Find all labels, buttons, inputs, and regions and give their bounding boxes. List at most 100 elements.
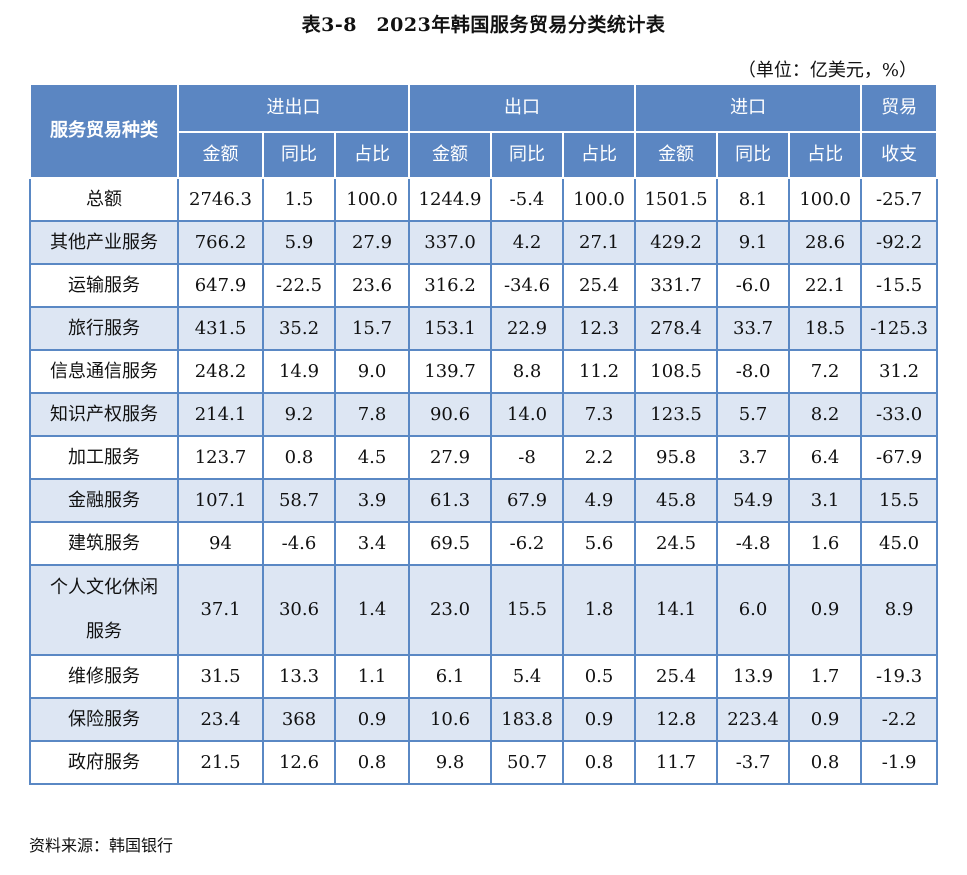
row-label: 政府服务	[29, 740, 179, 785]
row-label: 总额	[29, 177, 179, 222]
table-cell: 7.3	[562, 392, 637, 437]
row-label: 保险服务	[29, 697, 179, 742]
table-cell: 10.6	[408, 697, 493, 742]
table-cell: 214.1	[177, 392, 264, 437]
table-cell: -92.2	[860, 220, 939, 265]
table-cell: 431.5	[177, 306, 264, 351]
table-cell: 14.0	[490, 392, 565, 437]
table-cell: -4.6	[262, 521, 336, 566]
table-cell: 0.9	[788, 564, 863, 656]
table-cell: 0.9	[333, 697, 411, 742]
table-cell: 5.7	[716, 392, 791, 437]
table-cell: 11.7	[634, 740, 719, 785]
table-cell: 7.8	[333, 392, 411, 437]
table-cell: 6.4	[788, 435, 863, 480]
group-header-import: 进口	[634, 83, 863, 133]
table-header: 服务贸易种类 进出口 出口 进口 贸易 金额 同比 占比 金额 同比 占比 金额…	[29, 83, 939, 179]
table-cell: 3.1	[788, 478, 863, 523]
table-cell: 5.6	[562, 521, 637, 566]
table-row: 运输服务 647.9 -22.5 23.6 316.2 -34.6 25.4 331.7 -6.…	[29, 263, 939, 308]
table-cell: 3.7	[716, 435, 791, 480]
table-cell: 6.1	[408, 654, 493, 699]
table-cell: -125.3	[860, 306, 939, 351]
table-cell: 58.7	[262, 478, 336, 523]
table-cell: 100.0	[562, 177, 637, 222]
table-cell: -2.2	[860, 697, 939, 742]
table-cell: 14.9	[262, 349, 336, 394]
table-cell: 1.4	[333, 564, 411, 656]
table-cell: 0.8	[333, 740, 411, 785]
group-header-export: 出口	[408, 83, 637, 133]
table-cell: 4.9	[562, 478, 637, 523]
table-cell: 28.6	[788, 220, 863, 265]
table-cell: 1.7	[788, 654, 863, 699]
table-cell: 3.9	[333, 478, 411, 523]
table-cell: -5.4	[490, 177, 565, 222]
table-cell: 22.1	[788, 263, 863, 308]
table-cell: 1.1	[333, 654, 411, 699]
table-row: 其他产业服务 766.2 5.9 27.9 337.0 4.2 27.1 429.2 9.1 28…	[29, 220, 939, 265]
table-cell: 35.2	[262, 306, 336, 351]
table-cell: 18.5	[788, 306, 863, 351]
table-cell: 15.7	[333, 306, 411, 351]
table-cell: -1.9	[860, 740, 939, 785]
table-cell: 5.4	[490, 654, 565, 699]
table-cell: 0.9	[788, 697, 863, 742]
table-cell: 337.0	[408, 220, 493, 265]
table-cell: 8.8	[490, 349, 565, 394]
table-cell: 13.3	[262, 654, 336, 699]
table-cell: 27.9	[408, 435, 493, 480]
table-cell: 25.4	[634, 654, 719, 699]
table-cell: 9.8	[408, 740, 493, 785]
table-cell: 0.9	[562, 697, 637, 742]
table-cell: 90.6	[408, 392, 493, 437]
table-cell: 13.9	[716, 654, 791, 699]
table-cell: -6.2	[490, 521, 565, 566]
table-cell: 5.9	[262, 220, 336, 265]
row-label: 建筑服务	[29, 521, 179, 566]
table-row: 个人文化休闲 服务 37.1 30.6 1.4 23.0 15.5 1.8 14.1 6.0 0.9…	[29, 564, 939, 656]
table-row: 总额 2746.3 1.5 100.0 1244.9 -5.4 100.0 1501.5 8.1…	[29, 177, 939, 222]
row-label: 旅行服务	[29, 306, 179, 351]
table-cell: 23.6	[333, 263, 411, 308]
table-cell: 30.6	[262, 564, 336, 656]
table-cell: 7.2	[788, 349, 863, 394]
sub-header-cell: 同比	[262, 131, 336, 179]
table-cell: 45.8	[634, 478, 719, 523]
table-row: 建筑服务 94 -4.6 3.4 69.5 -6.2 5.6 24.5 -4.8 1.6 45.0	[29, 521, 939, 566]
table-cell: 37.1	[177, 564, 264, 656]
table-cell: 23.0	[408, 564, 493, 656]
table-cell: 8.1	[716, 177, 791, 222]
row-label: 金融服务	[29, 478, 179, 523]
table-cell: 647.9	[177, 263, 264, 308]
group-header-total: 进出口	[176, 83, 411, 133]
trade-table: 服务贸易种类 进出口 出口 进口 贸易 金额 同比 占比 金额 同比 占比 金额…	[29, 83, 939, 785]
table-cell: 100.0	[333, 177, 411, 222]
table-cell: 12.3	[562, 306, 637, 351]
table-cell: 50.7	[490, 740, 565, 785]
table-cell: 94	[177, 521, 264, 566]
table-cell: -22.5	[262, 263, 336, 308]
table-cell: 45.0	[860, 521, 939, 566]
table-row: 保险服务 23.4 368 0.9 10.6 183.8 0.9 12.8 223.4 0.9 -2…	[29, 697, 939, 742]
table-cell: 331.7	[634, 263, 719, 308]
table-row: 维修服务 31.5 13.3 1.1 6.1 5.4 0.5 25.4 13.9 1.7 -19.3	[29, 654, 939, 699]
table-cell: -25.7	[860, 177, 939, 222]
table-cell: 27.9	[333, 220, 411, 265]
table-cell: 2746.3	[177, 177, 264, 222]
sub-header-cell: 占比	[562, 131, 637, 179]
page-title: 表3-8 2023年韩国服务贸易分类统计表	[301, 14, 666, 36]
table-cell: 1.6	[788, 521, 863, 566]
table-cell: 9.2	[262, 392, 336, 437]
table-cell: 139.7	[408, 349, 493, 394]
row-label: 运输服务	[29, 263, 179, 308]
sub-header-cell: 同比	[490, 131, 565, 179]
table-cell: 8.9	[860, 564, 939, 656]
unit-note: （单位：亿美元，%）	[737, 60, 917, 81]
table-row: 信息通信服务 248.2 14.9 9.0 139.7 8.8 11.2 108.5 -8.0 7…	[29, 349, 939, 394]
table-cell: 1244.9	[408, 177, 493, 222]
table-cell: 9.1	[716, 220, 791, 265]
table-cell: 3.4	[333, 521, 411, 566]
table-cell: -67.9	[860, 435, 939, 480]
table-cell: 11.2	[562, 349, 637, 394]
